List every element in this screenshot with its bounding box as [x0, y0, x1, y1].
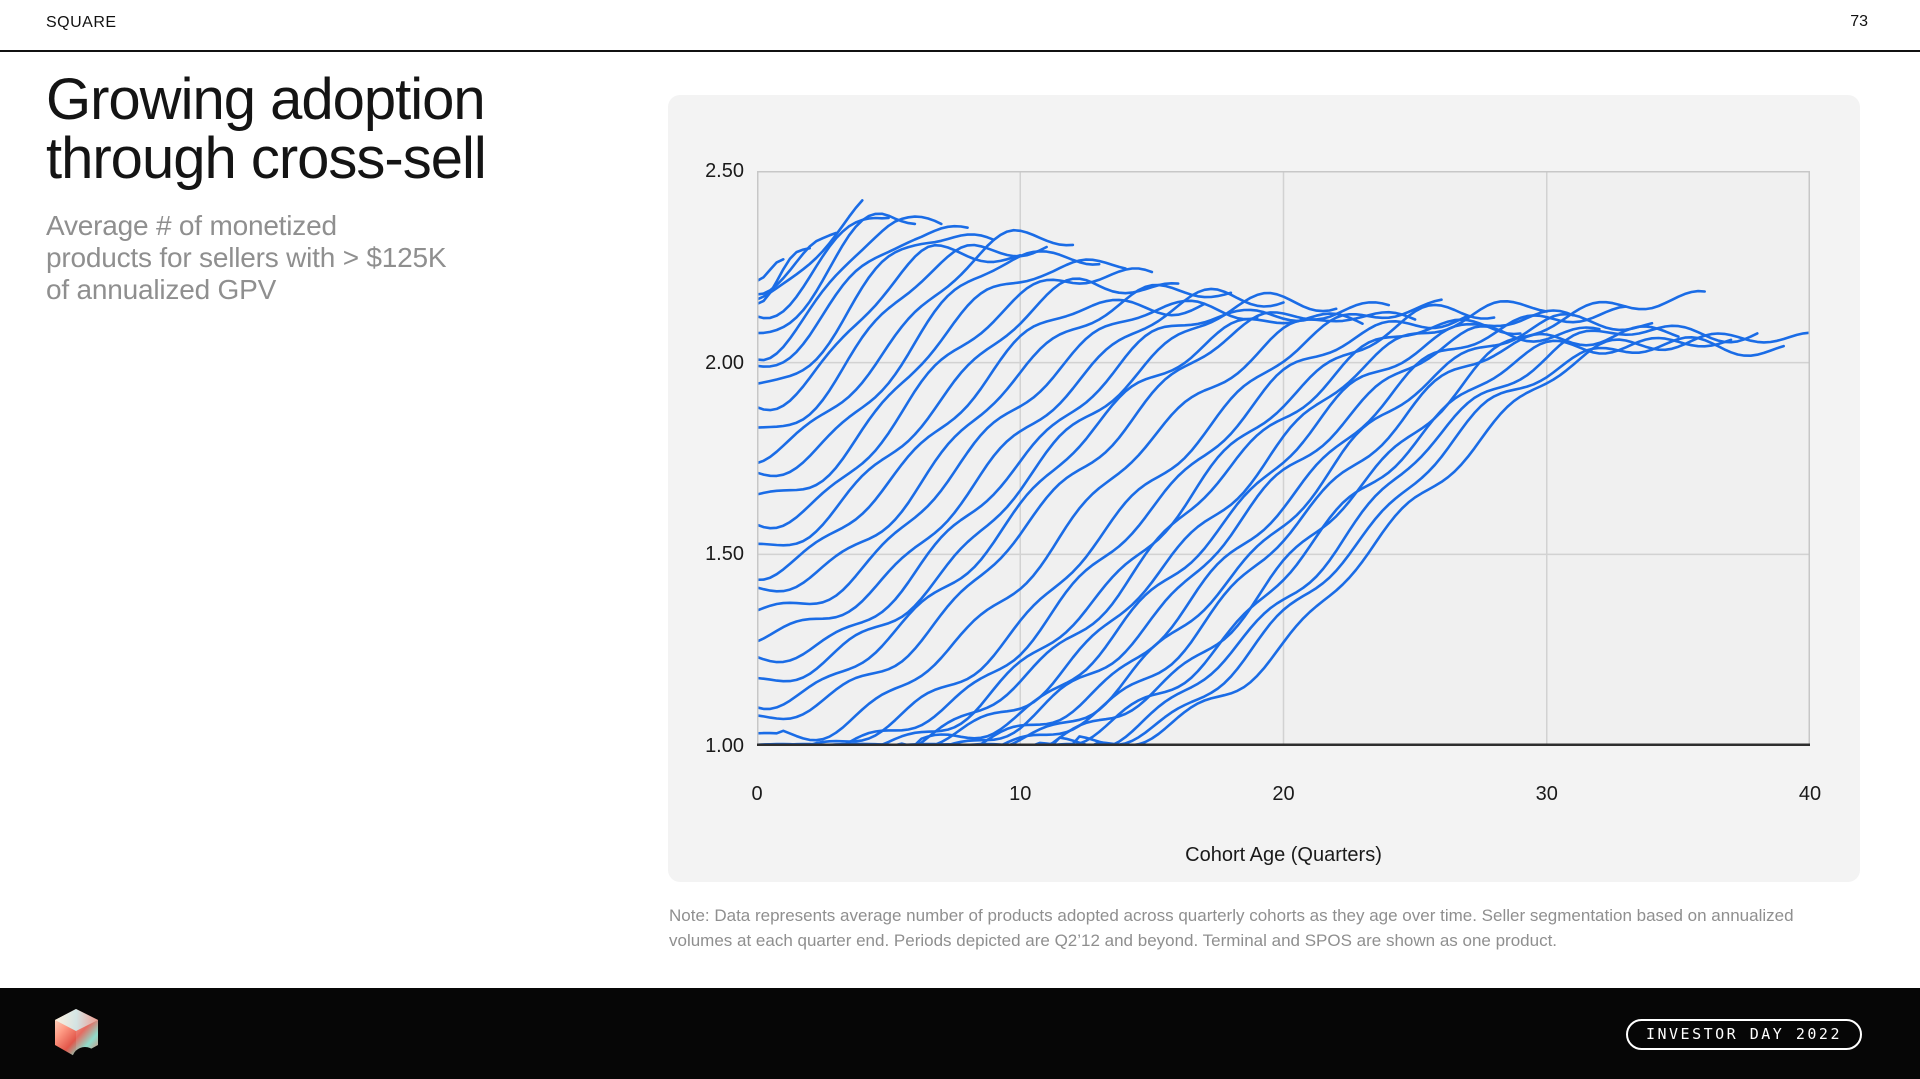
investor-day-badge: INVESTOR DAY 2022: [1625, 1019, 1862, 1050]
x-tick-label: 30: [1535, 783, 1558, 805]
page-title: Growing adoption through cross-sell: [46, 67, 487, 191]
chart-panel: 2.50 2.00 1.50 1.00 0 10 20 30 40 Cohort Age (Q…: [668, 95, 1860, 882]
x-tick-label: 10: [1009, 783, 1032, 805]
y-tick-label: 2.00: [705, 351, 744, 374]
x-axis-title: Cohort Age (Quarters): [1185, 844, 1382, 866]
y-tick-label: 2.50: [705, 160, 744, 182]
page-title-line-2: through cross-sell: [46, 126, 487, 191]
footer: INVESTOR DAY 2022: [0, 988, 1920, 1079]
chart-note: Note: Data represents average number of …: [669, 903, 1914, 953]
subtitle: Average # of monetized products for sell…: [46, 210, 447, 306]
y-tick-label: 1.00: [705, 735, 744, 757]
header: SQUARE 73: [0, 0, 1920, 52]
block-cube-logo-icon: [55, 1009, 98, 1060]
x-tick-label: 20: [1272, 783, 1295, 805]
chart-note-line-1: Note: Data represents average number of …: [669, 906, 1794, 925]
cohort-line-chart: [757, 171, 1810, 746]
y-tick-label: 1.50: [705, 543, 744, 566]
page-title-line-1: Growing adoption: [46, 67, 486, 132]
brand-wordmark: SQUARE: [46, 14, 117, 31]
subtitle-line-1: Average # of monetized: [46, 210, 337, 241]
x-tick-label: 0: [751, 783, 763, 805]
x-tick-label: 40: [1798, 783, 1822, 805]
subtitle-line-2: products for sellers with > $125K: [46, 242, 447, 273]
page-number: 73: [1850, 13, 1868, 30]
chart-note-line-2: volumes at each quarter end. Periods dep…: [669, 931, 1558, 950]
subtitle-line-3: of annualized GPV: [46, 274, 277, 305]
